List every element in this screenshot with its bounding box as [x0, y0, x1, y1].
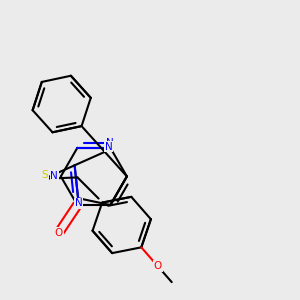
Text: O: O — [55, 228, 63, 238]
Text: O: O — [154, 261, 162, 271]
Text: H: H — [40, 171, 46, 180]
Text: N: N — [106, 137, 114, 148]
Text: N: N — [50, 171, 58, 181]
Text: S: S — [41, 170, 48, 180]
Text: N: N — [105, 142, 112, 152]
Text: N: N — [75, 198, 82, 208]
